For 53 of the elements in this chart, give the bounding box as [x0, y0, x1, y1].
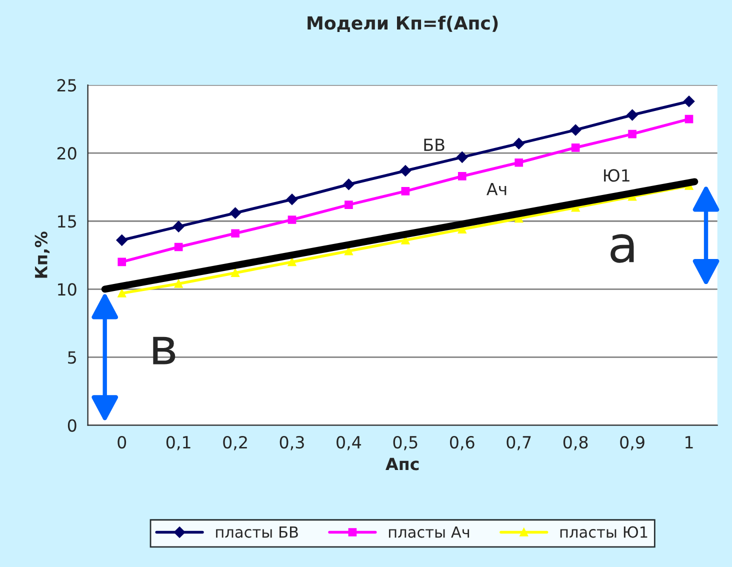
annotation: БВ [424, 138, 444, 151]
point [683, 96, 695, 107]
point [684, 114, 694, 124]
point [230, 207, 241, 219]
x-tick-label: 0,6 [450, 436, 474, 450]
point [286, 194, 298, 205]
point [571, 143, 580, 152]
chart-title: Модели Кп=f(Апс) [308, 16, 498, 32]
point [513, 138, 524, 150]
x-tick-label: 0,4 [336, 436, 362, 450]
x-tick-label: 0,7 [506, 436, 531, 450]
x-tick-label: 0,5 [393, 436, 418, 450]
annotation: а [610, 234, 634, 263]
point [401, 187, 410, 196]
legend-label: пласты БВ [216, 526, 298, 538]
x-tick-label: 0,1 [166, 436, 190, 450]
point [118, 258, 126, 266]
legend-label: пласты Ач [388, 526, 470, 538]
point [626, 109, 638, 121]
annotation: Ач [486, 182, 506, 196]
point [400, 165, 412, 176]
point [231, 268, 240, 278]
point [174, 242, 183, 252]
point [288, 216, 296, 224]
y-tick-label: 0 [68, 419, 76, 432]
point [288, 258, 296, 266]
x-tick-label: 1 [686, 436, 693, 448]
y-tick-label: 15 [58, 215, 76, 228]
x-tick-label: 0,9 [620, 436, 644, 450]
point [116, 234, 128, 246]
y-tick-label: 20 [57, 147, 76, 160]
point [118, 289, 126, 298]
point [174, 280, 183, 288]
legend-label: пласты Ю1 [560, 526, 648, 538]
point [514, 158, 524, 167]
x-tick-label: 0,3 [280, 436, 304, 450]
point [458, 172, 466, 180]
y-tick-label: 5 [68, 351, 76, 364]
point [172, 220, 184, 232]
annotation: Ю1 [604, 169, 630, 182]
point [343, 178, 354, 190]
x-axis-title: Апс [386, 458, 419, 470]
y-tick-label: 25 [57, 79, 76, 92]
y-tick-label: 10 [58, 283, 76, 296]
x-tick-label: 0,8 [563, 436, 588, 450]
y-axis-title: Кп,% [34, 232, 50, 278]
x-tick-label: 0 [118, 436, 126, 449]
point [456, 152, 468, 163]
point [570, 124, 582, 136]
x-tick-label: 0,2 [223, 436, 247, 450]
point [231, 229, 240, 238]
point [628, 130, 636, 138]
point [344, 200, 353, 209]
